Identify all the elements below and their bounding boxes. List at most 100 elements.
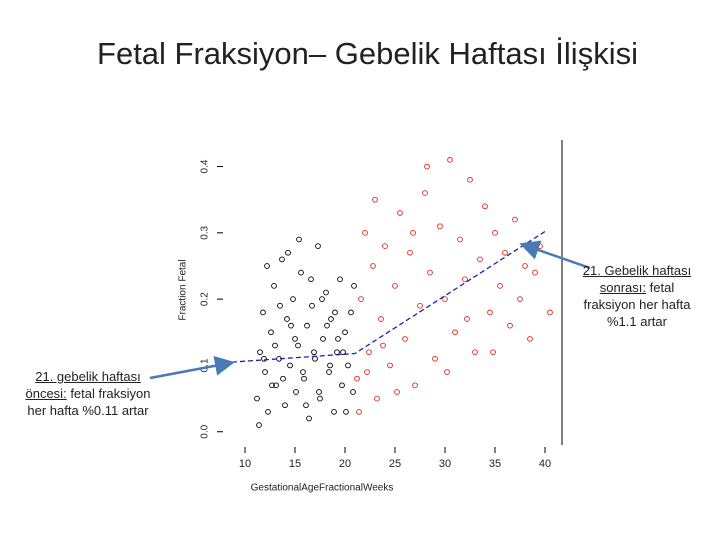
point (532, 269, 538, 276)
x-tick-label: 20 (339, 458, 351, 470)
point (339, 382, 345, 389)
point (293, 389, 299, 395)
point (304, 322, 310, 329)
arrow (519, 240, 591, 270)
point (320, 336, 326, 342)
point (392, 283, 398, 289)
point (387, 362, 393, 369)
point (492, 229, 498, 236)
point (378, 316, 384, 322)
point (364, 369, 370, 375)
point (340, 349, 346, 356)
point (356, 408, 362, 415)
point (306, 415, 312, 422)
point (332, 309, 338, 316)
point (324, 322, 330, 329)
point (512, 216, 518, 223)
point (288, 322, 294, 329)
point (547, 309, 553, 316)
y-tick-label: 0.2 (200, 292, 211, 306)
point (264, 263, 270, 269)
point (262, 369, 268, 375)
point (382, 243, 388, 249)
point (279, 256, 285, 263)
point (437, 223, 443, 230)
point (502, 249, 508, 256)
point (345, 362, 351, 369)
point (467, 176, 473, 183)
point (256, 422, 262, 428)
point (407, 249, 413, 256)
point (370, 263, 376, 269)
point (522, 263, 528, 269)
y-tick-label: 0.3 (200, 225, 211, 239)
point (335, 336, 341, 342)
point (487, 309, 493, 316)
point (482, 203, 488, 210)
point (358, 296, 364, 302)
point (354, 375, 360, 382)
point (300, 369, 306, 375)
point (497, 283, 503, 289)
annotation: 21. gebelik haftası öncesi: fetal fraksi… (18, 368, 158, 419)
point (295, 342, 301, 349)
point (422, 190, 428, 196)
point (342, 329, 348, 336)
point (452, 329, 458, 336)
point (265, 408, 271, 415)
point (326, 369, 332, 375)
point (296, 236, 302, 243)
point (311, 349, 317, 356)
point (285, 249, 291, 256)
point (308, 276, 314, 283)
y-tick-label: 0.0 (200, 424, 211, 438)
point (442, 296, 448, 302)
point (457, 236, 463, 243)
point (432, 355, 438, 362)
point (477, 256, 483, 263)
point (472, 349, 478, 356)
point (490, 349, 496, 356)
point (331, 408, 337, 415)
point (273, 382, 279, 389)
point (372, 196, 378, 203)
point (272, 342, 278, 349)
point (417, 302, 423, 309)
point (444, 369, 450, 375)
point (410, 229, 416, 236)
annotation-text: fetal fraksiyon her hafta %1.1 artar (583, 280, 691, 329)
point (366, 349, 372, 356)
point (284, 316, 290, 322)
x-tick-label: 10 (239, 458, 251, 470)
point (261, 355, 267, 362)
point (351, 283, 357, 289)
y-tick-label: 0.1 (200, 358, 211, 372)
point (292, 336, 298, 342)
point (380, 342, 386, 349)
point (527, 336, 533, 342)
point (317, 395, 323, 402)
point (303, 402, 309, 409)
point (350, 389, 356, 395)
point (402, 336, 408, 342)
point (348, 309, 354, 316)
point (374, 395, 380, 402)
point (268, 329, 274, 336)
point (298, 269, 304, 276)
point (334, 349, 340, 356)
x-tick-label: 35 (489, 458, 501, 470)
point (412, 382, 418, 389)
point (343, 408, 349, 415)
point (277, 302, 283, 309)
point (269, 382, 275, 389)
point (312, 355, 318, 362)
point (287, 362, 293, 369)
point (290, 296, 296, 302)
point (282, 402, 288, 409)
annotation-text: fetal fraksiyon her hafta %0.11 artar (27, 386, 151, 418)
x-axis-label: GestationalAgeFractionalWeeks (251, 483, 394, 494)
point (424, 163, 430, 170)
point (316, 389, 322, 395)
x-tick-label: 30 (439, 458, 451, 470)
y-axis-label: Fraction Fetal (178, 259, 189, 320)
